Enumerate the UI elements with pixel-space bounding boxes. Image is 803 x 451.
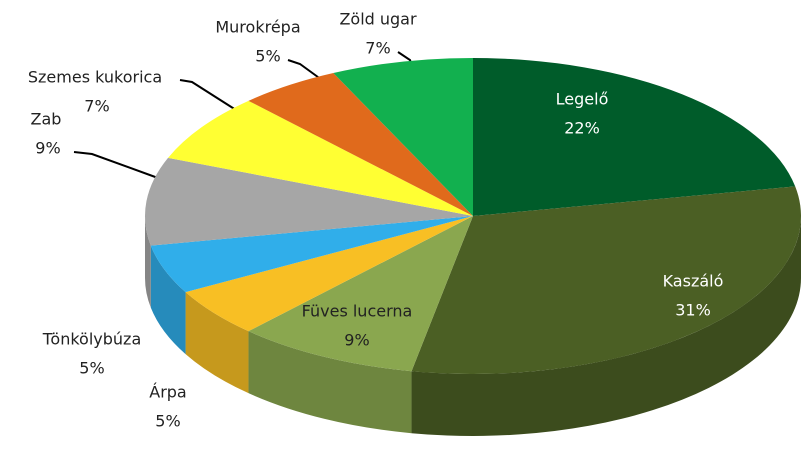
slice-side (248, 331, 412, 434)
slice-side (145, 216, 151, 308)
slice-side (150, 245, 186, 355)
labels: Legelő 22% Kaszáló 31% Füves lucerna 9% Árpa 5%… (28, 10, 724, 431)
slice (248, 216, 473, 372)
slice (473, 58, 796, 216)
category-label: Kaszáló (663, 272, 724, 291)
category-label: Murokrépa (215, 18, 300, 37)
slice (333, 58, 473, 216)
value-label: 5% (79, 359, 104, 378)
slice (248, 73, 473, 216)
slice (168, 100, 473, 216)
value-label: 9% (344, 331, 369, 350)
category-label: Tönkölybúza (42, 330, 142, 349)
pie-tops (144, 58, 802, 374)
slice (144, 157, 473, 246)
value-label: 7% (84, 97, 109, 116)
slice-side (411, 216, 801, 436)
category-label: Árpa (149, 383, 186, 402)
value-label: 5% (155, 412, 180, 431)
value-label: 31% (675, 301, 711, 320)
category-label: Legelő (556, 90, 609, 109)
value-label: 22% (564, 119, 600, 138)
category-label: Zöld ugar (339, 10, 417, 29)
leader-line (179, 79, 237, 111)
slice (150, 216, 473, 293)
leader-line (287, 59, 323, 81)
slice-side (185, 292, 249, 394)
category-label: Zab (31, 110, 62, 129)
leader-line (73, 151, 159, 179)
category-label: Szemes kukorica (28, 68, 162, 87)
category-label: Füves lucerna (302, 302, 413, 321)
value-label: 9% (35, 139, 60, 158)
value-label: 5% (255, 47, 280, 66)
slice (185, 216, 473, 332)
pie-sides (145, 216, 801, 436)
slice (411, 186, 802, 374)
value-label: 7% (365, 39, 390, 58)
